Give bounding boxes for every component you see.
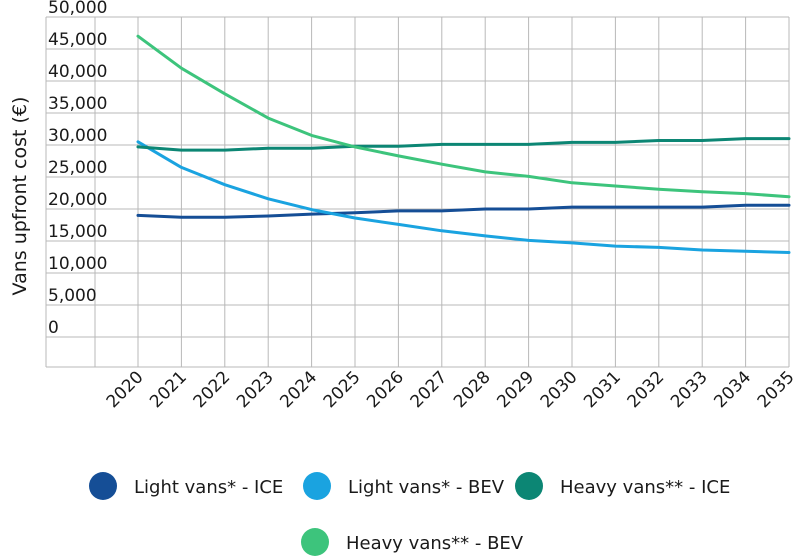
x-tick-label: 2025	[320, 367, 365, 412]
legend-marker	[303, 472, 331, 500]
y-tick-label: 10,000	[48, 254, 107, 274]
y-tick-label: 45,000	[48, 30, 107, 50]
grid	[45, 16, 790, 368]
y-tick-label: 25,000	[48, 158, 107, 178]
x-tick-label: 2026	[363, 367, 408, 412]
legend-label: Light vans* - BEV	[348, 477, 505, 498]
y-tick-labels: 0 5,000 10,000 15,000 20,000 25,000 30,000 35,0…	[48, 0, 107, 338]
y-tick-label: 40,000	[48, 62, 107, 82]
y-tick-label: 35,000	[48, 94, 107, 114]
legend-item: Heavy vans** - BEV	[301, 528, 524, 556]
y-tick-label: 5,000	[48, 286, 97, 306]
y-tick-label: 15,000	[48, 222, 107, 242]
legend-marker	[515, 472, 543, 500]
x-tick-label: 2031	[580, 367, 625, 412]
series-line-1	[136, 203, 791, 219]
y-tick-label: 50,000	[48, 0, 107, 18]
x-tick-label: 2035	[754, 367, 796, 412]
y-tick-label: 20,000	[48, 190, 107, 210]
y-axis-label: Vans upfront cost (€)	[9, 97, 31, 296]
legend-item: Heavy vans** - ICE	[515, 472, 730, 500]
x-tick-label: 2033	[667, 367, 712, 412]
legend-marker	[89, 472, 117, 500]
legend-label: Heavy vans** - BEV	[346, 533, 524, 554]
series-line-3	[136, 137, 791, 152]
x-tick-label: 2029	[493, 367, 538, 412]
x-tick-label: 2028	[450, 367, 495, 412]
x-tick-labels: 2020202120222023202420252026202720282029…	[103, 367, 796, 412]
x-tick-label: 2023	[233, 367, 278, 412]
x-tick-label: 2034	[710, 367, 755, 412]
x-tick-label: 2021	[146, 367, 191, 412]
y-tick-label: 30,000	[48, 126, 107, 146]
legend: Light vans* - ICE Light vans* - BEV Heavy …	[89, 472, 730, 556]
legend-label: Heavy vans** - ICE	[560, 477, 730, 498]
legend-label: Light vans* - ICE	[134, 477, 283, 498]
x-tick-label: 2027	[407, 367, 452, 412]
series-line-2	[136, 140, 791, 254]
x-tick-label: 2030	[537, 367, 582, 412]
x-tick-label: 2024	[276, 367, 321, 412]
legend-item: Light vans* - BEV	[303, 472, 505, 500]
x-tick-label: 2022	[190, 367, 235, 412]
y-tick-label: 0	[48, 318, 59, 338]
series-lines	[136, 34, 791, 254]
x-tick-label: 2032	[624, 367, 669, 412]
legend-marker	[301, 528, 329, 556]
legend-item: Light vans* - ICE	[89, 472, 283, 500]
series-line-4	[136, 34, 791, 199]
x-tick-label: 2020	[103, 367, 148, 412]
